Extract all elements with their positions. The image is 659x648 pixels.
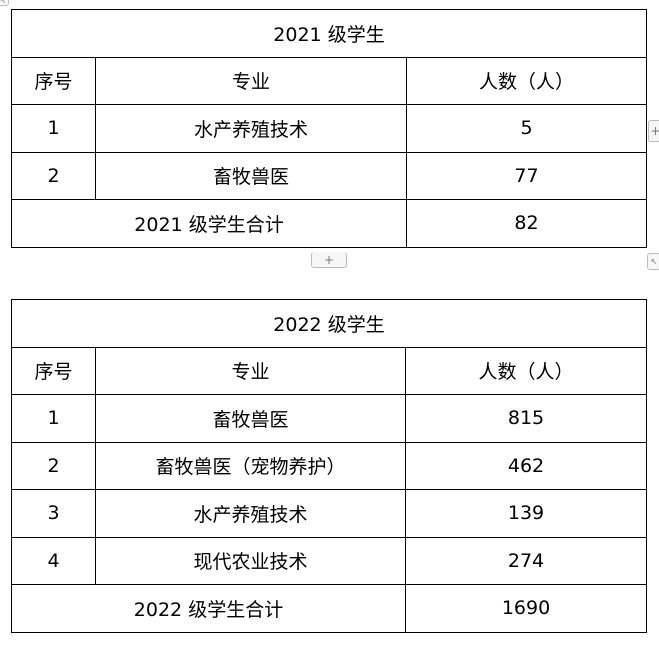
total-row: 2021 级学生合计 82 [11, 199, 647, 248]
table-row: 3 水产养殖技术 139 [11, 489, 647, 538]
cell: 畜牧兽医（宠物养护） [95, 441, 406, 490]
table-title: 2022 级学生 [11, 299, 647, 348]
table-resize-handle[interactable]: ↖ [647, 253, 659, 270]
cell: 2 [11, 151, 96, 200]
total-row: 2022 级学生合计 1690 [11, 584, 647, 633]
header-row: 序号 专业 人数（人） [11, 56, 647, 105]
table-move-handle[interactable]: ↖ [0, 0, 9, 6]
add-row-button[interactable]: + [311, 252, 347, 268]
cell: 139 [405, 489, 647, 538]
header-cell: 人数（人） [406, 56, 647, 105]
header-cell: 专业 [95, 56, 407, 105]
cell: 畜牧兽医 [95, 151, 407, 200]
header-row: 序号 专业 人数（人） [11, 346, 647, 395]
table-2022: 2022 级学生 序号 专业 人数（人） 1 畜牧兽医 815 2 畜牧兽医（宠… [11, 299, 647, 633]
total-label: 2021 级学生合计 [11, 199, 407, 248]
header-cell: 序号 [11, 346, 96, 395]
total-label: 2022 级学生合计 [11, 584, 406, 633]
header-cell: 序号 [11, 56, 96, 105]
table-row: 1 水产养殖技术 5 [11, 104, 647, 153]
cell: 畜牧兽医 [95, 394, 406, 443]
table-row: 2 畜牧兽医（宠物养护） 462 [11, 441, 647, 490]
total-value: 1690 [405, 584, 647, 633]
cell: 815 [405, 394, 647, 443]
cell: 3 [11, 489, 96, 538]
header-cell: 人数（人） [405, 346, 647, 395]
cell: 1 [11, 104, 96, 153]
header-cell: 专业 [95, 346, 406, 395]
cell: 274 [405, 536, 647, 585]
cell: 462 [405, 441, 647, 490]
cell: 5 [406, 104, 647, 153]
cell: 现代农业技术 [95, 536, 406, 585]
cell: 水产养殖技术 [95, 104, 407, 153]
cell: 1 [11, 394, 96, 443]
table-row: 1 畜牧兽医 815 [11, 394, 647, 443]
cell: 4 [11, 536, 96, 585]
cell: 2 [11, 441, 96, 490]
total-value: 82 [406, 199, 647, 248]
add-column-button[interactable]: + [648, 120, 659, 142]
table-2021: 2021 级学生 序号 专业 人数（人） 1 水产养殖技术 5 2 畜牧兽医 7… [11, 9, 647, 248]
table-title: 2021 级学生 [11, 9, 647, 58]
cell: 水产养殖技术 [95, 489, 406, 538]
cell: 77 [406, 151, 647, 200]
table-row: 2 畜牧兽医 77 [11, 151, 647, 200]
table-row: 4 现代农业技术 274 [11, 536, 647, 585]
